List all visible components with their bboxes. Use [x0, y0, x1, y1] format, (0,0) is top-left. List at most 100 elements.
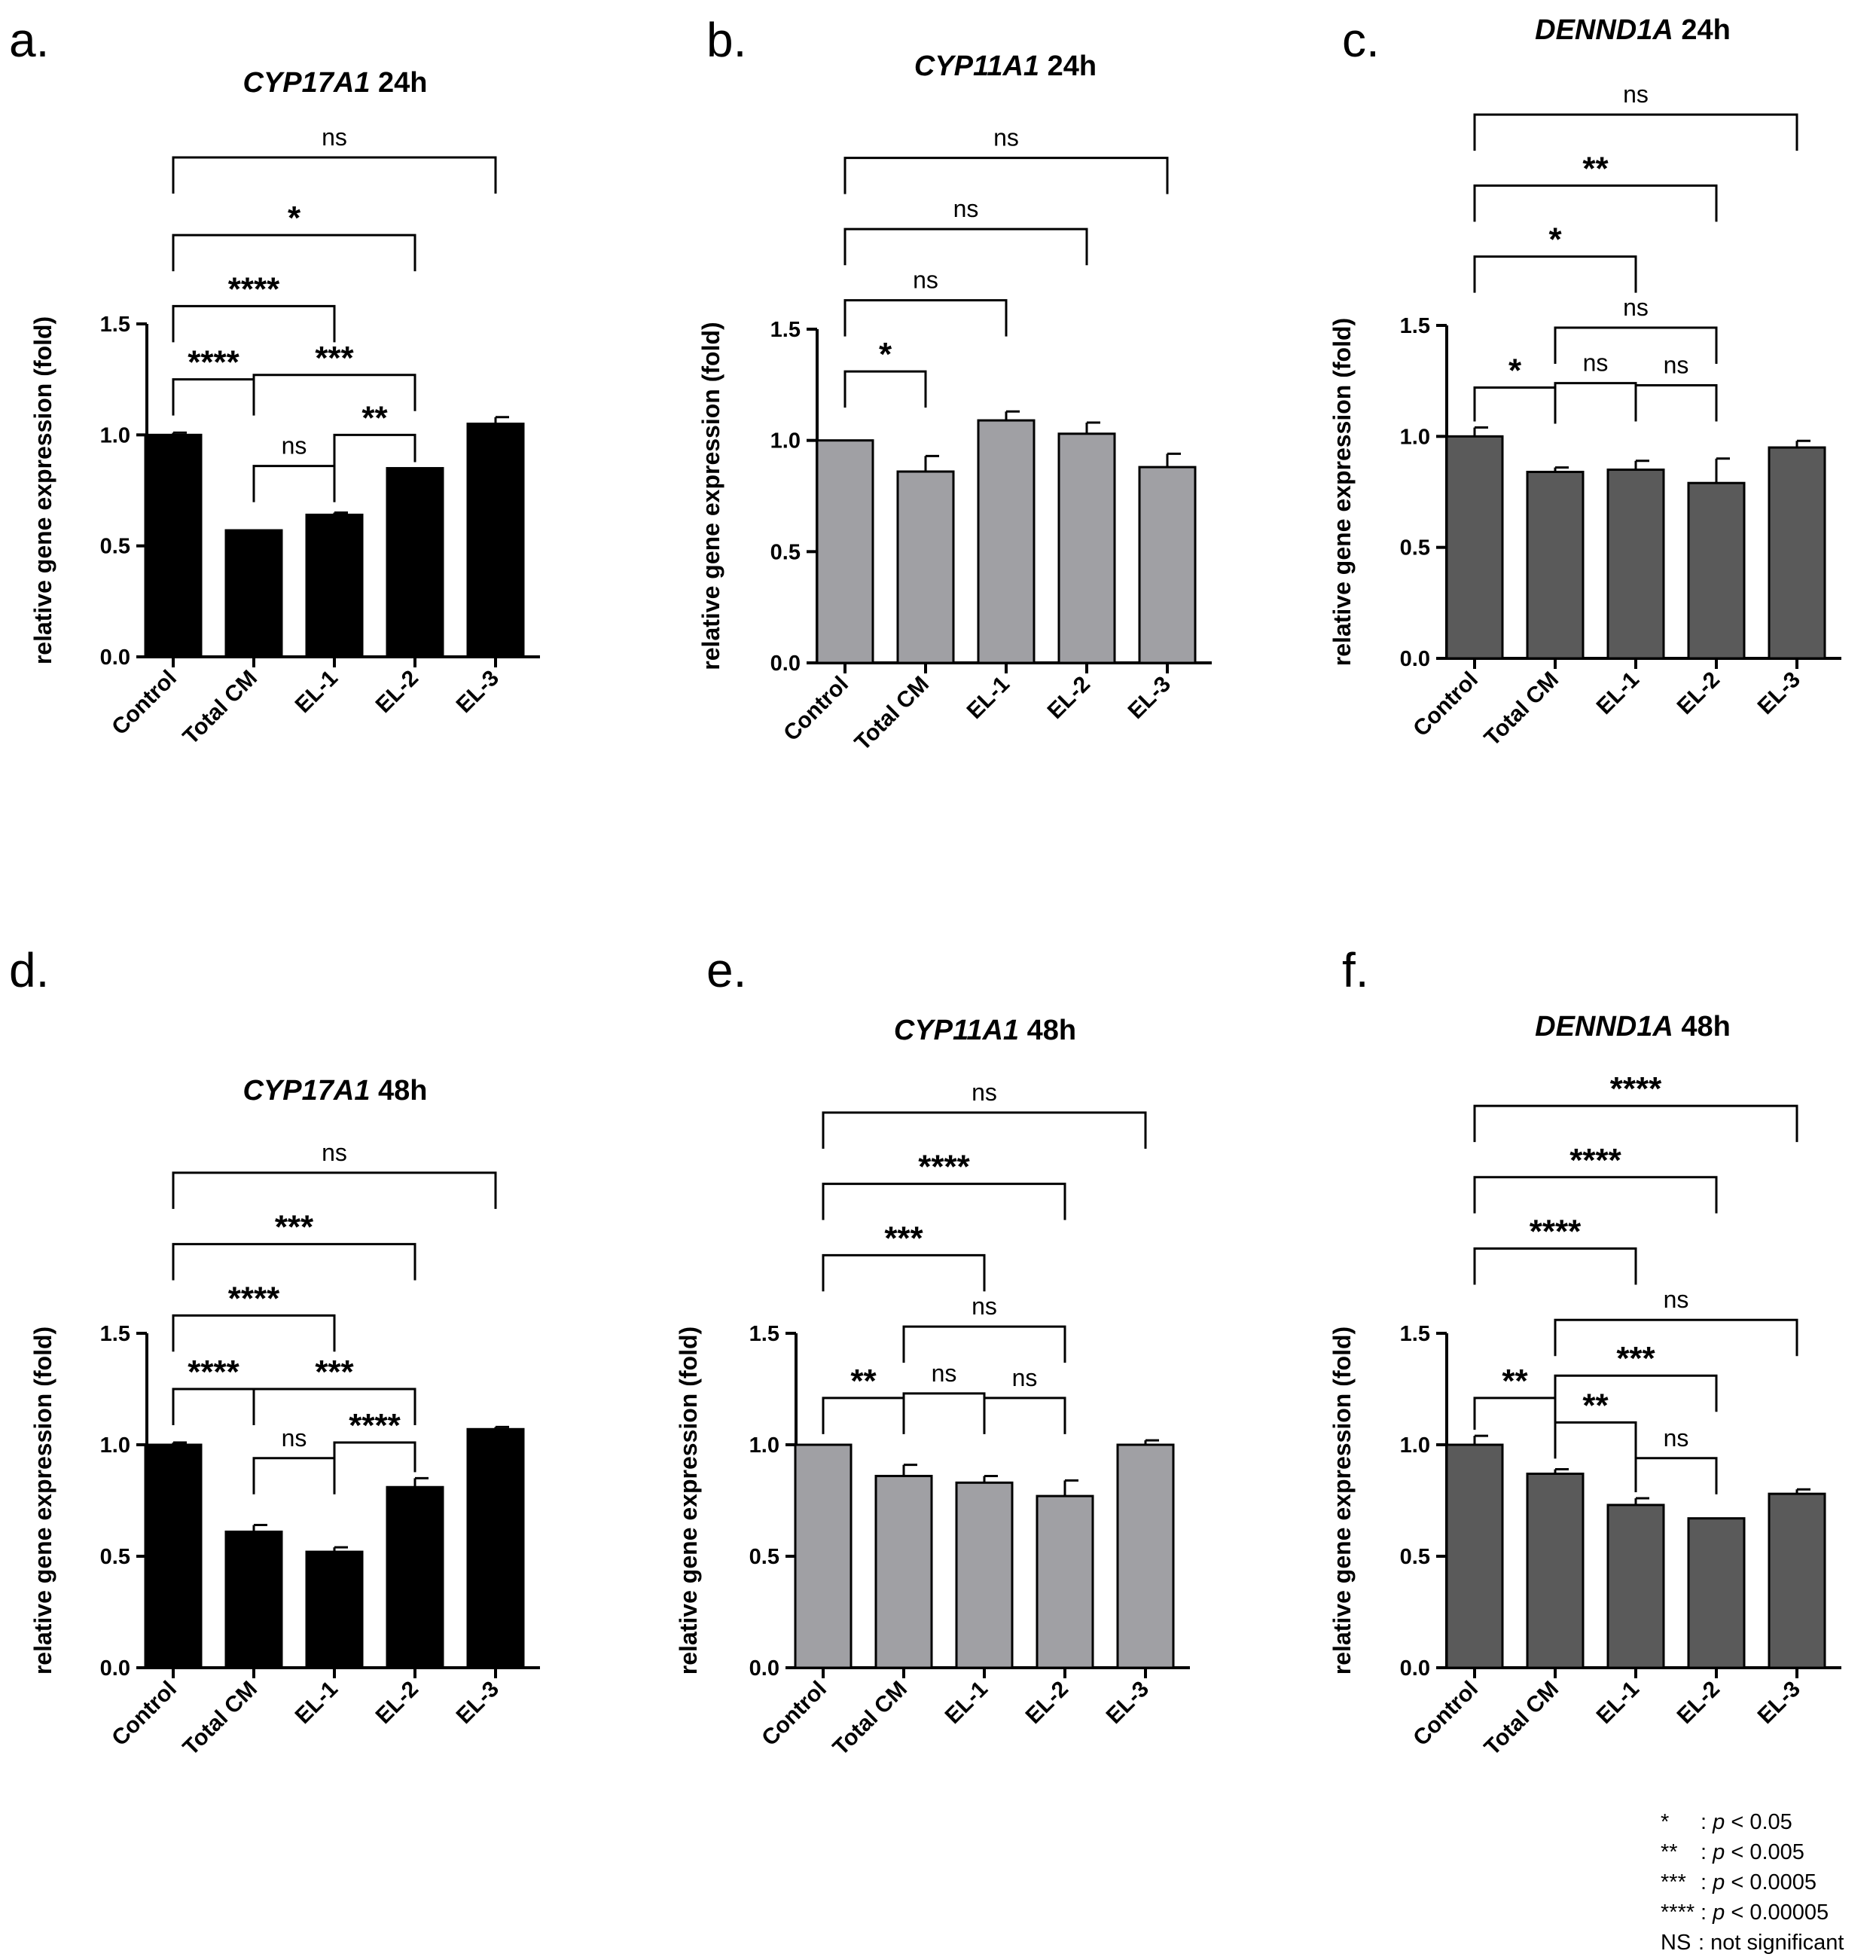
bar-el-3: [1116, 1443, 1175, 1669]
significance-legend: * : p < 0.05 ** : p < 0.005 *** : p < 0.00…: [1661, 1810, 1844, 1955]
significance-label: ****: [188, 344, 239, 381]
bar-el-2: [1687, 1517, 1746, 1669]
x-tick-label: Total CM: [178, 1677, 262, 1760]
panel-letter: c.: [1342, 13, 1380, 67]
x-tick-label: EL-1: [291, 1677, 343, 1729]
panel-letter: b.: [706, 13, 746, 67]
x-tick-label: EL-3: [1102, 1677, 1154, 1729]
bar-control: [144, 433, 203, 658]
bar-el-1: [1606, 469, 1665, 660]
x-tick-label: EL-2: [371, 1677, 423, 1729]
bar-control: [1445, 435, 1504, 660]
significance-label: ns: [1664, 1286, 1689, 1313]
significance-bracket: [172, 304, 336, 343]
x-tick-label: EL-1: [291, 666, 343, 718]
chart-title: CYP11A1 48h: [894, 1015, 1076, 1046]
y-tick-label: 0.0: [749, 1656, 779, 1681]
y-tick-label: 0.5: [770, 540, 801, 564]
bar-el-3: [1138, 466, 1197, 664]
x-tick-label: Total CM: [850, 672, 934, 756]
significance-bracket: [1554, 1374, 1718, 1412]
x-tick-label: Control: [757, 1677, 831, 1751]
legend-symbol: **: [1661, 1840, 1678, 1864]
panel-letter: e.: [706, 943, 746, 997]
x-tick-label: EL-1: [1592, 1677, 1644, 1729]
x-tick-label: Total CM: [178, 666, 262, 750]
significance-bracket: [902, 1325, 1066, 1363]
bar-control: [1445, 1443, 1504, 1669]
x-tick-label: EL-3: [1124, 672, 1176, 724]
significance-bracket: [822, 1183, 1066, 1220]
bar-total-cm: [874, 1474, 933, 1669]
significance-bracket: [822, 1397, 905, 1434]
y-axis-label: relative gene expression (fold): [1328, 318, 1356, 666]
x-tick-label: Control: [1408, 667, 1483, 742]
title-gene: CYP11A1: [894, 1015, 1019, 1046]
significance-label: ***: [315, 1354, 354, 1391]
bar-el-3: [466, 423, 525, 658]
legend-symbol: ****: [1661, 1900, 1695, 1925]
significance-bracket: [333, 433, 416, 472]
significance-bracket: [172, 234, 416, 272]
bar-el-2: [386, 467, 444, 658]
significance-label: ns: [1664, 352, 1689, 379]
significance-bracket: [1473, 1176, 1718, 1214]
significance-bracket: [1554, 1421, 1637, 1459]
x-tick-label: EL-3: [452, 1677, 504, 1729]
y-tick-label: 0.0: [1400, 647, 1430, 671]
bar-el-2: [1687, 481, 1746, 660]
bar-el-3: [1768, 1492, 1826, 1669]
bar-el-1: [1606, 1504, 1665, 1669]
title-time: 48h: [1019, 1015, 1076, 1046]
y-tick-label: 0.5: [749, 1545, 779, 1569]
chart-panel-1: a. CYP17A1 24h relative gene expression (f…: [9, 13, 540, 750]
y-tick-label: 1.0: [770, 429, 801, 453]
y-tick-label: 1.0: [1400, 1433, 1430, 1458]
bar-el-1: [977, 419, 1036, 664]
significance-bracket: [843, 157, 1169, 194]
significance-label: ****: [1530, 1214, 1582, 1250]
x-tick-label: Control: [779, 672, 853, 746]
significance-label: *: [879, 336, 892, 373]
bar-el-1: [305, 1550, 364, 1669]
significance-bracket: [172, 156, 497, 194]
legend-symbol: NS: [1661, 1931, 1691, 1955]
significance-label: ns: [1623, 294, 1649, 321]
significance-bracket: [252, 1388, 416, 1425]
significance-label: ns: [972, 1293, 997, 1320]
chart-title: CYP11A1 24h: [914, 50, 1097, 82]
x-tick-label: EL-2: [1673, 667, 1725, 719]
chart-panel-2: b. CYP11A1 24h relative gene expression (f…: [697, 13, 1212, 756]
x-tick-label: EL-3: [1753, 1677, 1805, 1729]
significance-label: ***: [1616, 1340, 1655, 1377]
significance-bracket: [902, 1392, 986, 1430]
y-tick-label: 0.5: [1400, 1545, 1430, 1569]
title-gene: CYP17A1: [243, 67, 370, 99]
significance-label: ***: [275, 1209, 314, 1246]
legend-description: : p < 0.005: [1701, 1840, 1804, 1864]
legend-symbol: *: [1661, 1810, 1669, 1834]
y-tick-label: 1.0: [1400, 425, 1430, 449]
significance-label: ns: [282, 1424, 307, 1452]
y-tick-label: 1.0: [100, 1433, 130, 1458]
x-tick-label: EL-1: [941, 1677, 993, 1729]
significance-bracket: [1554, 1318, 1798, 1357]
bar-total-cm: [1526, 1472, 1585, 1669]
significance-bracket: [1634, 1457, 1718, 1494]
chart-title: DENND1A 24h: [1535, 14, 1731, 46]
y-tick-label: 1.5: [770, 318, 801, 342]
y-tick-label: 1.5: [1400, 314, 1430, 338]
y-tick-label: 1.5: [749, 1322, 779, 1346]
bar-total-cm: [1526, 470, 1585, 660]
significance-label: ***: [884, 1220, 923, 1256]
title-gene: CYP11A1: [914, 50, 1039, 82]
y-tick-label: 1.5: [1400, 1322, 1430, 1346]
bar-total-cm: [896, 470, 955, 664]
legend-symbol: ***: [1661, 1870, 1686, 1894]
significance-bracket: [843, 227, 1088, 266]
significance-label: ns: [932, 1360, 957, 1387]
significance-label: ***: [315, 340, 354, 377]
significance-bracket: [1473, 113, 1798, 151]
bar-el-2: [1057, 432, 1116, 664]
